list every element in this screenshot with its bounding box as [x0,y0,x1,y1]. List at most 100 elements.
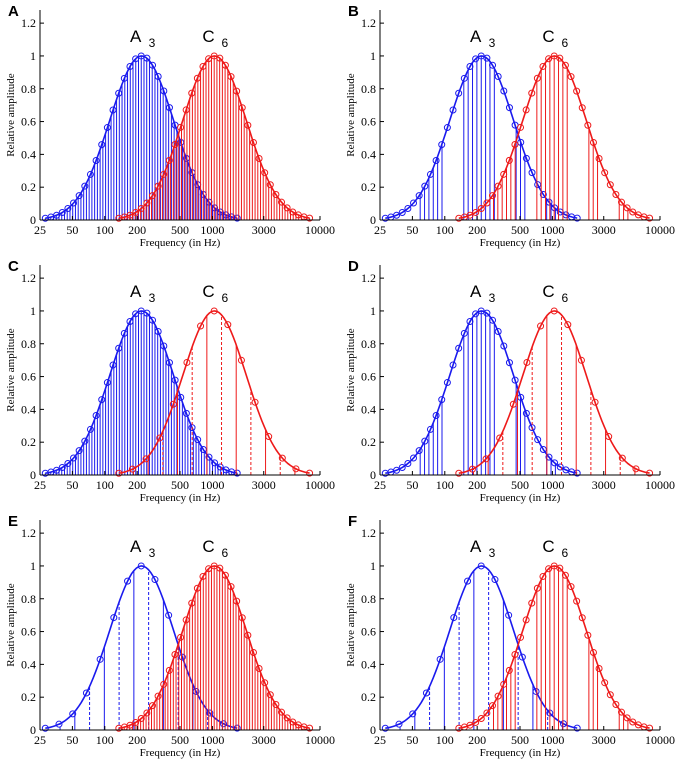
marker-point [482,455,490,463]
marker-point [306,214,314,222]
marker-point [148,702,156,710]
marker-point [96,655,104,663]
marker-point [539,62,547,70]
marker-point [483,309,491,317]
marker-point [143,309,151,317]
x-tick-label: 25 [374,223,386,237]
marker-point [188,89,196,97]
marker-point [193,74,201,82]
x-tick-label: 10000 [645,733,675,747]
y-axis-label: Relative amplitude [5,328,17,412]
y-tick-label: 1 [30,49,36,63]
marker-point [573,469,581,477]
marker-point [177,123,185,131]
marker-point [249,648,257,656]
marker-point [41,724,49,732]
marker-point [415,192,423,200]
marker-point [165,611,173,619]
marker-point [511,376,519,384]
marker-point [528,169,536,177]
marker-point [472,208,480,216]
marker-point [261,169,269,177]
y-axis-label: Relative amplitude [5,73,17,157]
y-tick-label: 0.6 [21,115,36,129]
marker-point [632,465,640,473]
marker-point [171,376,179,384]
y-tick-label: 1.2 [21,271,36,285]
marker-point [137,562,145,570]
marker-point [601,169,609,177]
marker-point [421,182,429,190]
marker-point [505,666,513,674]
marker-point [595,664,603,672]
marker-point [306,724,314,732]
y-tick-label: 0.2 [21,180,36,194]
marker-point [58,463,66,471]
y-tick-label: 0.2 [361,435,376,449]
marker-point [466,211,474,219]
marker-point [171,651,179,659]
marker-point [584,631,592,639]
marker-point [233,469,241,477]
y-tick-label: 1 [30,304,36,318]
note-subscript: 3 [489,291,496,305]
y-tick-label: 1 [370,49,376,63]
marker-point [539,445,547,453]
marker-point [564,321,572,329]
x-tick-label: 500 [511,223,529,237]
y-tick-label: 1.2 [361,271,376,285]
marker-point [194,436,202,444]
marker-point [496,434,504,442]
note-label: C [542,27,554,46]
marker-point [188,599,196,607]
x-axis-label: Frequency (in Hz) [480,492,561,504]
marker-point [539,190,547,198]
marker-point [132,718,140,726]
x-tick-label: 200 [128,733,146,747]
marker-point [289,718,297,726]
marker-point [466,318,474,326]
marker-point [210,307,218,315]
y-axis-label: Relative amplitude [345,583,357,667]
y-tick-label: 0.2 [361,180,376,194]
marker-point [177,633,185,641]
marker-point [432,411,440,419]
marker-point [573,724,581,732]
marker-point [505,359,513,367]
marker-point [483,199,491,207]
marker-point [142,455,150,463]
marker-point [70,454,78,462]
marker-point [455,344,463,352]
marker-point [404,460,412,468]
y-tick-label: 1.2 [21,526,36,540]
y-tick-label: 0.8 [361,592,376,606]
marker-point [539,572,547,580]
marker-point [154,692,162,700]
y-tick-label: 0 [370,723,376,737]
note-subscript: 3 [149,546,156,560]
x-tick-label: 3000 [592,733,616,747]
panel-letter: E [8,513,18,530]
y-tick-label: 1.2 [361,16,376,30]
marker-point [165,359,173,367]
marker-point [426,170,434,178]
marker-point [584,121,592,129]
marker-point [393,211,401,219]
y-tick-label: 1 [370,559,376,573]
marker-point [64,460,72,468]
y-tick-label: 0.6 [21,625,36,639]
x-tick-label: 200 [468,478,486,492]
y-tick-label: 0.4 [21,147,36,161]
marker-point [115,469,123,477]
marker-point [646,724,654,732]
marker-point [227,73,235,81]
marker-point [64,205,72,213]
x-tick-label: 500 [511,733,529,747]
note-subscript: 6 [562,36,569,50]
y-tick-label: 0 [370,468,376,482]
marker-point [450,614,458,622]
x-tick-label: 3000 [252,223,276,237]
